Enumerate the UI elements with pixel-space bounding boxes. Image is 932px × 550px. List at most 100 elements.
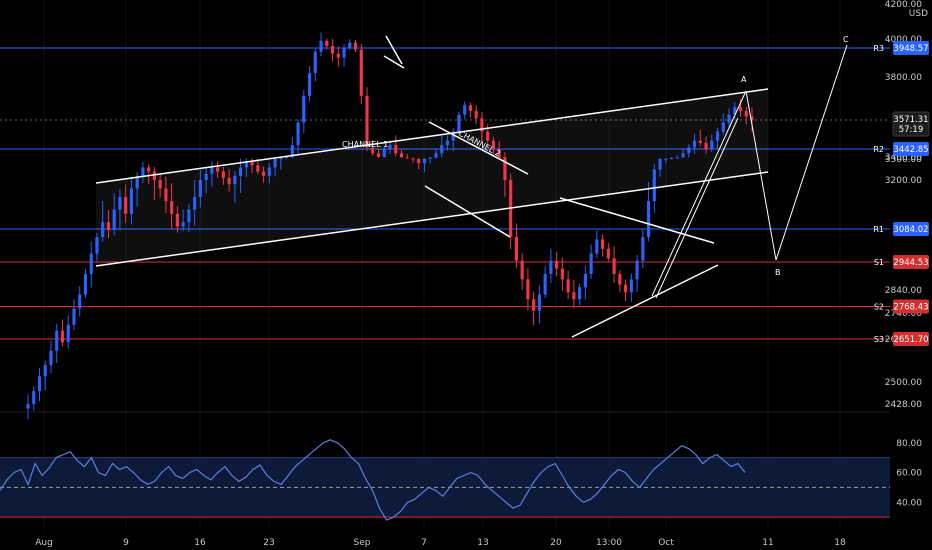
candle-body (49, 350, 53, 365)
candle-body (290, 145, 294, 158)
candle-body (284, 157, 289, 159)
time-tick-label: Oct (658, 538, 674, 548)
candle-body (578, 287, 582, 300)
candle-body (440, 145, 444, 154)
candle-body (601, 239, 605, 249)
rally-line-2[interactable] (655, 117, 739, 299)
candle-body (32, 391, 36, 404)
price-tick-label: 3800.00 (885, 73, 922, 83)
price-badges: 3948.57 3442.85 3084.02 2944.53 2768.43 2651.… (892, 41, 930, 346)
candle-body (158, 180, 162, 189)
point-b-label: B (775, 268, 781, 277)
candle-body (60, 330, 65, 343)
candle-body (129, 188, 134, 214)
candle-body (256, 165, 260, 172)
candle-body (204, 173, 208, 180)
rally-line-1[interactable] (651, 90, 747, 297)
candle-body (491, 140, 496, 150)
time-axis[interactable]: Aug 9 16 23 Sep 7 13 20 13:00 Oct 11 18 (35, 538, 846, 548)
candle-body (715, 131, 720, 141)
badge-r1 (893, 222, 929, 236)
candle-body (43, 364, 47, 377)
channel-1-lower-line[interactable] (95, 171, 769, 267)
price-tick-label: 4200.00 (885, 0, 922, 10)
time-tick-label: Sep (354, 538, 371, 548)
candle-body (652, 169, 656, 202)
candle-body (55, 330, 59, 351)
candle-body (549, 260, 553, 274)
candle-body (307, 73, 312, 96)
time-tick-label: 11 (762, 538, 773, 548)
candle-body (698, 140, 702, 143)
candle-body (480, 118, 484, 132)
candle-body (710, 140, 714, 150)
candle-body (37, 376, 42, 392)
candle-body (566, 279, 570, 293)
candle-body (618, 273, 622, 285)
level-name-r2: R2 (873, 145, 884, 154)
channel-1-upper-line[interactable] (95, 88, 769, 184)
flag-line-1[interactable] (385, 35, 403, 65)
abc-projection-line[interactable] (745, 44, 848, 261)
candle-body (687, 147, 691, 154)
time-tick-label: 20 (550, 538, 562, 548)
currency-label: USD (909, 9, 928, 19)
triangle-upper-line[interactable] (559, 197, 715, 244)
candle-body (376, 153, 381, 157)
badge-label-r2: 3442.85 (893, 145, 928, 155)
flag-line-2[interactable] (383, 55, 405, 69)
candle-body (572, 292, 576, 300)
candle-body (468, 105, 473, 111)
candle-body (118, 196, 122, 210)
candle-body (422, 158, 427, 164)
candle-body (555, 260, 559, 269)
rsi-tick-label: 40.00 (896, 498, 922, 508)
candle-body (244, 161, 248, 168)
candle-body (66, 324, 70, 343)
candle-body (124, 196, 128, 214)
channel-2-lower-line[interactable] (424, 185, 511, 238)
candle-body (641, 237, 645, 261)
candle-body (583, 273, 587, 288)
candle-body (181, 222, 185, 227)
trend-drawings[interactable] (95, 35, 848, 338)
badge-s1 (893, 255, 929, 269)
candle-body (147, 167, 151, 172)
candle-body (101, 222, 105, 238)
triangle-lower-line[interactable] (571, 264, 719, 338)
badge-label-s2: 2768.43 (893, 302, 928, 312)
candle-body (486, 131, 490, 141)
candle-body (365, 95, 369, 148)
candle-body (664, 158, 668, 160)
candle-body (233, 175, 237, 185)
candle-body (520, 260, 524, 280)
candle-body (692, 140, 697, 148)
candle-body (388, 145, 392, 150)
candle-body (733, 107, 737, 115)
badge-label-s3: 2651.70 (893, 335, 928, 345)
price-tick-label: 2500.00 (885, 378, 922, 388)
level-name-r1: R1 (873, 225, 884, 234)
price-tick-label: 3400.00 (885, 153, 922, 163)
candle-body (669, 158, 674, 159)
candle-body (210, 167, 214, 174)
price-tick-label: 2428.00 (885, 400, 922, 410)
level-name-s3: S3 (874, 335, 884, 344)
channel-2-upper-line[interactable] (428, 121, 529, 175)
pivot-levels: R3 R2 R1 S1 S2 S3 (0, 44, 890, 344)
rsi-tick-label: 60.00 (896, 469, 922, 479)
candle-body (681, 153, 685, 158)
candle-body (112, 209, 116, 230)
time-tick-label: 9 (123, 538, 129, 548)
candle-body (359, 49, 363, 96)
candle-body (428, 157, 432, 159)
candle-body (537, 294, 541, 311)
channel-fill (96, 89, 768, 266)
badge-r3 (893, 41, 929, 55)
time-tick-label: 13:00 (596, 538, 622, 548)
candle-body (78, 294, 82, 309)
candle-body (463, 105, 467, 115)
candle-body (221, 171, 225, 178)
candle-body (451, 131, 455, 141)
